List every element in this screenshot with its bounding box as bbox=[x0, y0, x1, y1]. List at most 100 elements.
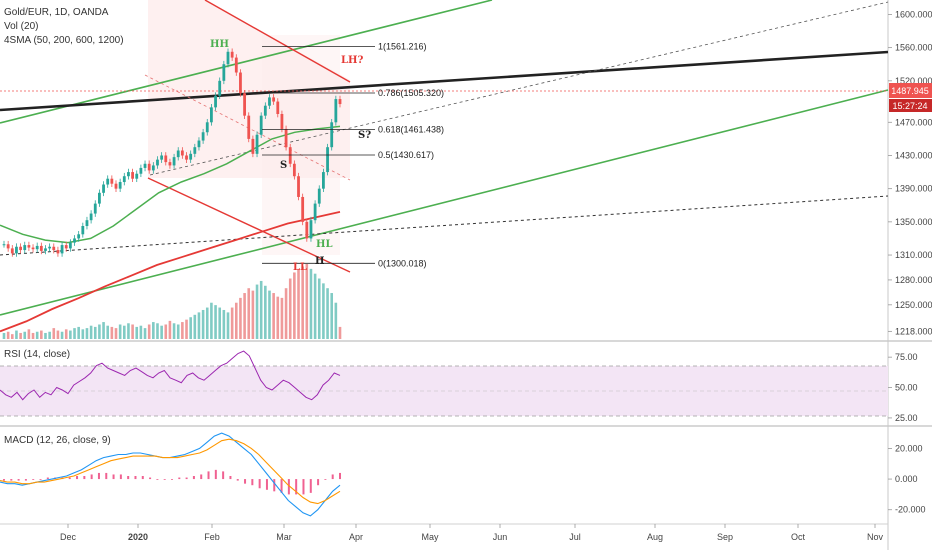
volume-bar bbox=[255, 284, 259, 339]
volume-bar bbox=[317, 278, 321, 339]
fib-label: 0(1300.018) bbox=[378, 258, 427, 268]
legend-symbol[interactable]: Gold/EUR, 1D, OANDA bbox=[4, 7, 109, 18]
x-axis-label: Nov bbox=[867, 532, 884, 542]
volume-bar bbox=[110, 326, 114, 339]
macd-group bbox=[0, 432, 341, 517]
volume-bar bbox=[251, 290, 255, 339]
candle-body bbox=[201, 132, 205, 141]
legend-macd[interactable]: MACD (12, 26, close, 9) bbox=[4, 435, 111, 446]
legend-sma[interactable]: 4SMA (50, 200, 600, 1200) bbox=[4, 35, 124, 46]
macd-histogram-bar bbox=[83, 476, 86, 480]
volume-bar bbox=[139, 325, 143, 339]
candle-body bbox=[85, 220, 89, 226]
volume-bar bbox=[338, 326, 342, 339]
candle-body bbox=[259, 115, 263, 135]
candle-body bbox=[48, 246, 52, 249]
candle-body bbox=[172, 157, 176, 166]
x-axis-label: May bbox=[421, 532, 439, 542]
volume-bar bbox=[322, 283, 325, 339]
volume-bar bbox=[268, 290, 271, 339]
volume-bar bbox=[276, 296, 280, 339]
x-axis-label: Aug bbox=[647, 532, 663, 542]
price-axis-label: 1280.000 bbox=[895, 275, 932, 285]
macd-axis-label: 20.000 bbox=[895, 443, 923, 453]
green-trend-lower[interactable] bbox=[0, 89, 889, 316]
volume-bar bbox=[152, 322, 155, 339]
candle-body bbox=[247, 115, 251, 139]
dashed-trend-lower[interactable] bbox=[0, 195, 889, 256]
macd-histogram-bar bbox=[309, 479, 312, 493]
rsi-group bbox=[0, 350, 341, 401]
candle-body bbox=[326, 147, 329, 173]
volume-bar bbox=[226, 312, 230, 339]
candle-body bbox=[297, 176, 300, 197]
candle-body bbox=[268, 97, 271, 106]
red-channel-top[interactable] bbox=[204, 0, 351, 83]
volume-bar bbox=[10, 334, 14, 339]
macd-histogram-bar bbox=[339, 472, 341, 480]
volume-bar bbox=[313, 273, 317, 339]
volume-bar bbox=[93, 326, 97, 339]
legend-volume[interactable]: Vol (20) bbox=[4, 21, 39, 32]
red-channel-bottom[interactable] bbox=[147, 177, 351, 273]
volume-bar bbox=[48, 331, 51, 339]
volume-bar bbox=[230, 307, 234, 339]
candles[interactable] bbox=[2, 48, 342, 257]
candle-body bbox=[185, 155, 188, 160]
sma-50-line bbox=[0, 125, 341, 244]
candle-body bbox=[164, 155, 168, 163]
volume-bar bbox=[60, 331, 64, 339]
sma-200-line bbox=[0, 211, 341, 333]
x-axis-label: Mar bbox=[276, 532, 292, 542]
candle-body bbox=[218, 80, 222, 96]
macd-histogram-bar bbox=[46, 477, 49, 480]
candle-body bbox=[77, 234, 81, 239]
candle-body bbox=[214, 95, 217, 108]
sma-200-group bbox=[0, 211, 341, 333]
volume-bar bbox=[297, 268, 300, 339]
candle-body bbox=[255, 134, 259, 154]
macd-histogram-bar bbox=[200, 474, 203, 480]
fib-zone bbox=[262, 35, 340, 255]
macd-histogram-bar bbox=[214, 469, 217, 480]
price-axis-label: 1470.000 bbox=[895, 117, 932, 127]
legend-rsi[interactable]: RSI (14, close) bbox=[4, 349, 71, 360]
black-trend[interactable] bbox=[0, 50, 889, 112]
candle-body bbox=[23, 245, 27, 251]
fib-label: 0.5(1430.617) bbox=[378, 150, 434, 160]
volume-bar bbox=[264, 285, 267, 339]
candle-body bbox=[114, 183, 118, 189]
volume-bar bbox=[243, 293, 246, 339]
fib-levels[interactable]: 1(1561.216) 0.786(1505.320) 0.618(1461.438… bbox=[262, 42, 444, 269]
candle-body bbox=[135, 173, 139, 179]
timer-tag-value: 15:27:24 bbox=[892, 101, 927, 111]
macd-histogram-bar bbox=[119, 474, 122, 480]
macd-histogram-bar bbox=[32, 479, 35, 480]
volume-bar bbox=[156, 323, 159, 339]
volume-bars bbox=[2, 264, 342, 339]
candle-body bbox=[322, 172, 325, 189]
volume-bar bbox=[189, 317, 192, 339]
candle-body bbox=[176, 150, 180, 158]
green-trend-upper[interactable] bbox=[0, 0, 493, 124]
macd-histogram-bar bbox=[141, 476, 144, 480]
candle-body bbox=[160, 155, 164, 160]
candle-body bbox=[44, 248, 47, 251]
volume-bar bbox=[334, 302, 338, 339]
price-axis-label: 1560.000 bbox=[895, 43, 932, 53]
volume-bar bbox=[330, 293, 334, 339]
macd-histogram-bar bbox=[324, 479, 327, 480]
candle-body bbox=[305, 221, 309, 239]
x-axis-label: Jul bbox=[569, 532, 581, 542]
dashed-trend-upper[interactable] bbox=[149, 1, 889, 176]
signal-line bbox=[0, 438, 341, 505]
volume-bar bbox=[73, 328, 76, 339]
candle-body bbox=[197, 140, 201, 148]
candle-body bbox=[64, 245, 68, 249]
macd-axis-label: -20.000 bbox=[895, 505, 926, 515]
macd-histogram-bar bbox=[134, 476, 137, 480]
price-axis-label: 1310.000 bbox=[895, 250, 932, 260]
candle-body bbox=[27, 245, 31, 248]
volume-bar bbox=[52, 328, 56, 339]
